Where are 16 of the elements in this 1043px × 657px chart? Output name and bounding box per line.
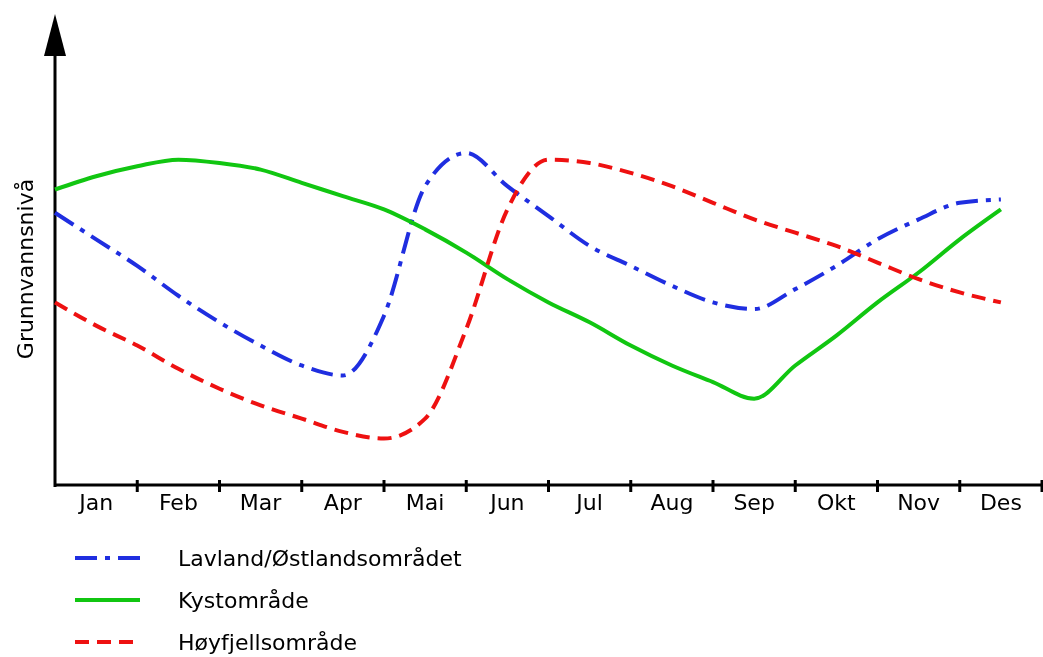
x-tick-label: Aug — [650, 490, 694, 515]
y-axis-title: Grunnvannsnivå — [13, 178, 38, 360]
x-tick-label: Mai — [405, 490, 445, 515]
x-tick-label: Mar — [239, 490, 283, 515]
x-tick-label: Feb — [158, 490, 198, 515]
x-tick-label: Apr — [323, 490, 363, 515]
x-tick-label: Jul — [574, 490, 603, 515]
legend-label: Høyfjellsområde — [178, 630, 358, 655]
x-tick-label: Des — [979, 490, 1022, 515]
legend-label: Lavland/Østlandsområdet — [178, 546, 462, 571]
x-tick-label: Okt — [817, 490, 857, 515]
x-tick-label: Sep — [733, 490, 775, 515]
x-tick-label: Nov — [897, 490, 941, 515]
x-tick-label: Jun — [488, 490, 525, 515]
x-tick-label: Jan — [77, 490, 114, 515]
legend-label: Kystområde — [178, 588, 309, 613]
